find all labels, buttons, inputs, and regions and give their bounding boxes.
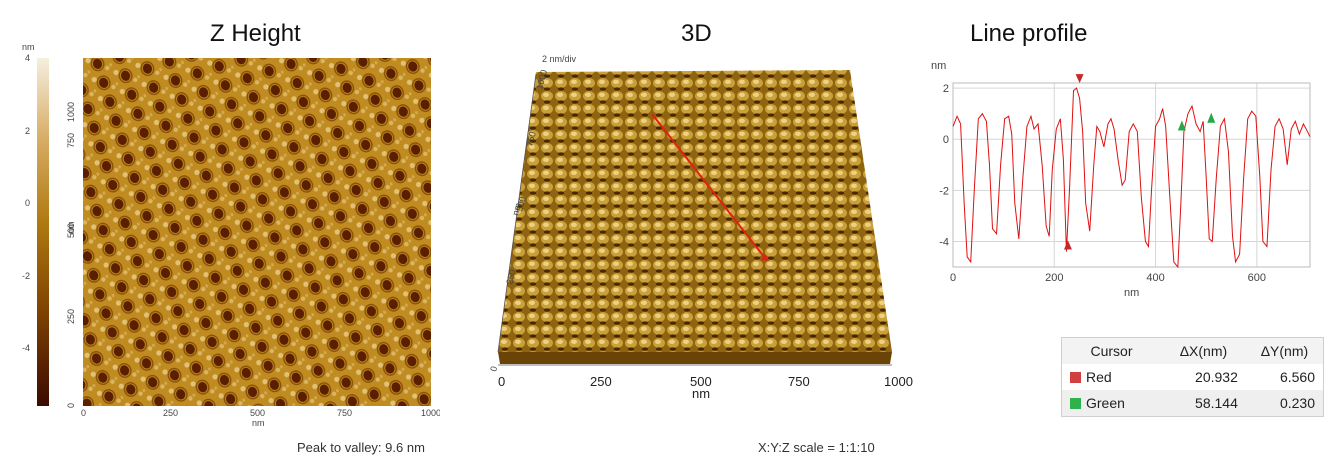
table-row[interactable]: Green 58.144 0.230	[1061, 390, 1324, 417]
colorbar-tick: 0	[25, 198, 31, 208]
y-axis-unit: nm	[66, 221, 76, 234]
profile-x-tick: 400	[1146, 272, 1164, 284]
profile-y-tick: 2	[943, 83, 949, 95]
x-tick-3d: 750	[788, 374, 810, 389]
z-scale-label: 2 nm/div	[542, 54, 577, 64]
table-row[interactable]: Red 20.932 6.560	[1061, 364, 1324, 390]
profile-y-unit: nm	[931, 60, 946, 72]
x-tick: 250	[163, 408, 178, 418]
cursor-table: Cursor ΔX(nm) ΔY(nm) Red 20.932 6.560 Gr…	[1061, 337, 1324, 417]
y-tick-3d: 500	[514, 195, 528, 212]
x-tick-3d: 500	[690, 374, 712, 389]
cursor-name: Green	[1086, 395, 1125, 411]
y-tick-3d: 750	[524, 130, 538, 147]
surface-3d	[498, 70, 892, 352]
view3d-title: 3D	[681, 20, 712, 47]
plot-frame	[952, 82, 1311, 268]
x-tick: 750	[337, 408, 352, 418]
x-tick-3d: 250	[590, 374, 612, 389]
y-tick: 1000	[66, 102, 76, 122]
profile-x-tick: 0	[950, 272, 956, 284]
cursor-marker-red	[1063, 240, 1072, 250]
dx-cell: 58.144	[1161, 390, 1246, 417]
y-tick: 750	[66, 133, 76, 148]
zheight-image[interactable]	[83, 58, 431, 406]
x-axis-unit-3d: nm	[692, 386, 710, 401]
red-swatch	[1070, 372, 1081, 383]
profile-y-tick: 0	[943, 134, 949, 146]
colorbar-tick: 4	[25, 53, 31, 63]
profile-x-tick: 600	[1248, 272, 1266, 284]
xyz-scale: X:Y:Z scale = 1:1:10	[758, 440, 875, 455]
surface-edge	[498, 352, 892, 364]
y-axis-3d	[497, 73, 537, 353]
y-tick: 500	[66, 223, 76, 238]
y-tick: 250	[66, 309, 76, 324]
profile-x-tick: 200	[1045, 272, 1063, 284]
cursor-marker-green	[1177, 120, 1186, 131]
y-tick: 0	[66, 403, 76, 408]
profile-y-ticks: 2 0 -2 -4	[939, 83, 949, 248]
dy-header: ΔY(nm)	[1245, 337, 1324, 364]
profile-path-line	[651, 113, 766, 259]
x-tick: 1000	[421, 408, 440, 418]
colorbar-unit: nm	[22, 42, 35, 52]
dy-cell: 0.230	[1245, 390, 1324, 417]
x-tick-3d: 0	[498, 374, 505, 389]
green-swatch	[1070, 398, 1081, 409]
x-tick: 500	[250, 408, 265, 418]
colorbar-tick: 2	[25, 126, 31, 136]
colorbar-tick: -2	[22, 271, 31, 281]
line-profile-chart[interactable]: nm 2 0 -2 -4 0 200 400 600 nm	[925, 55, 1320, 305]
dy-cell: 6.560	[1245, 364, 1324, 390]
view3d-render[interactable]: 2 nm/div 1000 750 nm 500 250 0 0 250 500…	[470, 52, 920, 402]
profile-y-tick: -2	[939, 185, 949, 197]
zheight-title: Z Height	[210, 20, 301, 47]
y-tick-3d: 250	[504, 268, 518, 285]
cursor-name-cell: Red	[1061, 364, 1162, 390]
zheight-axes: 1000 750 nm 500 250 0 0 250 500 750 1000…	[66, 102, 440, 428]
x-axis-unit: nm	[252, 418, 265, 428]
cursor-name: Red	[1086, 369, 1112, 385]
profile-markers	[1063, 74, 1216, 250]
cursor-marker-red	[1075, 74, 1084, 84]
profile-x-unit: nm	[1124, 287, 1139, 299]
x-tick: 0	[81, 408, 86, 418]
cursor-name-cell: Green	[1061, 390, 1162, 417]
cursor-header: Cursor	[1061, 337, 1162, 364]
profile-x-ticks: 0 200 400 600	[950, 272, 1266, 284]
peak-to-valley: Peak to valley: 9.6 nm	[297, 440, 425, 455]
profile-title: Line profile	[970, 20, 1088, 47]
y-tick-3d: 0	[488, 365, 499, 372]
y-axis-unit-3d: nm	[510, 202, 523, 217]
profile-y-tick: -4	[939, 236, 949, 248]
profile-grid	[952, 82, 1311, 268]
profile-path-arrow	[761, 254, 769, 261]
dx-header: ΔX(nm)	[1161, 337, 1246, 364]
profile-series-line	[952, 87, 1311, 269]
cursor-marker-green	[1207, 112, 1216, 123]
x-tick-3d: 1000	[884, 374, 913, 389]
colorbar-tick: -4	[22, 343, 31, 353]
colorbar	[37, 58, 49, 406]
dx-cell: 20.932	[1161, 364, 1246, 390]
